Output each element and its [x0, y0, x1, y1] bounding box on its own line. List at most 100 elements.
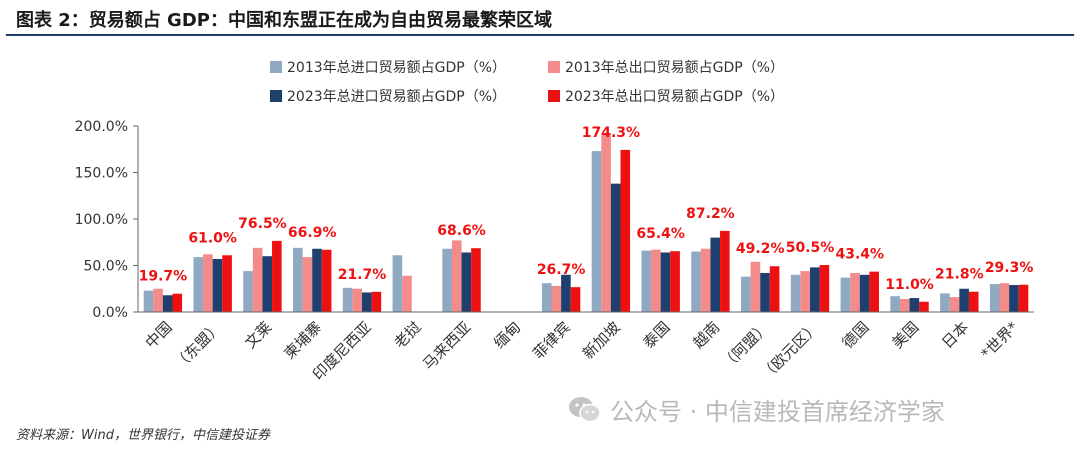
- legend-swatch: [548, 61, 560, 73]
- bar: [760, 272, 770, 312]
- bar: [1018, 284, 1029, 312]
- bar: [392, 255, 403, 312]
- bar: [989, 284, 1000, 312]
- x-tick-label: *世界*: [977, 318, 1022, 363]
- bar: [243, 271, 253, 312]
- bar: [670, 251, 680, 312]
- bar: [591, 151, 602, 312]
- bar: [153, 288, 163, 312]
- bar: [162, 295, 173, 312]
- y-tick-label: 150.0%: [75, 166, 128, 182]
- legend-swatch: [548, 90, 560, 102]
- bar: [610, 183, 621, 312]
- bar: [302, 257, 313, 312]
- legend-label: 2013年总出口贸易额占GDP（%）: [565, 60, 784, 76]
- bar: [551, 285, 562, 312]
- data-label: 61.0%: [188, 230, 237, 246]
- bar: [959, 288, 969, 312]
- bar: [402, 275, 412, 312]
- x-tick-label: 美国: [888, 318, 922, 352]
- data-label: 49.2%: [736, 241, 785, 257]
- bar: [720, 230, 730, 312]
- legend-label: 2013年总进口贸易额占GDP（%）: [287, 60, 506, 76]
- watermark-text: 公众号 · 中信建投首席经济学家: [610, 398, 945, 426]
- data-label: 29.3%: [985, 260, 1034, 276]
- bar: [1009, 285, 1019, 312]
- bar: [262, 256, 273, 312]
- bar: [461, 252, 472, 312]
- data-label: 11.0%: [885, 277, 934, 293]
- legend-label: 2023年总进口贸易额占GDP（%）: [287, 89, 506, 105]
- bar: [172, 293, 183, 312]
- bar: [541, 283, 552, 312]
- legend-label: 2023年总出口贸易额占GDP（%）: [565, 89, 784, 105]
- x-tick-label: 文莱: [241, 318, 275, 352]
- bar: [909, 298, 920, 312]
- data-labels: 19.7% 61.0%76.5%66.9% 21.7% 68.6% 26.7% 174.3…: [139, 125, 1034, 293]
- bar: [252, 247, 263, 312]
- data-label: 21.7%: [338, 267, 387, 283]
- bar: [352, 288, 362, 312]
- y-axis: 0.0% 50.0% 100.0% 150.0% 200.0%: [75, 119, 139, 321]
- data-label: 65.4%: [636, 226, 685, 242]
- watermark: 公众号 · 中信建投首席经济学家: [568, 392, 945, 427]
- bar: [193, 257, 204, 312]
- bar: [651, 249, 661, 312]
- bar: [362, 292, 372, 312]
- legend: 2013年总进口贸易额占GDP（%） 2013年总出口贸易额占GDP（%） 2023…: [270, 60, 784, 105]
- bar: [968, 291, 979, 312]
- data-label: 21.8%: [935, 267, 984, 283]
- figure-title: 图表 2：贸易额占 GDP：中国和东盟正在成为自由贸易最繁荣区域: [16, 10, 552, 31]
- x-tick-label: 柬埔寨: [280, 318, 325, 363]
- bar: [471, 248, 481, 312]
- bar: [451, 240, 462, 312]
- bar: [800, 271, 810, 312]
- bar: [769, 266, 780, 312]
- bar: [890, 296, 900, 312]
- data-label: 50.5%: [786, 240, 835, 256]
- x-tick-label: 日本: [938, 318, 972, 352]
- y-tick-label: 200.0%: [75, 119, 128, 135]
- bar: [741, 276, 751, 312]
- data-label: 66.9%: [288, 225, 337, 241]
- bar: [312, 248, 322, 312]
- bar: [601, 133, 611, 312]
- x-tick-label: （东盟）: [170, 318, 225, 373]
- data-label: 68.6%: [437, 223, 486, 239]
- x-tick-label: 泰国: [640, 318, 674, 352]
- bar: [700, 248, 711, 312]
- wechat-icon: [569, 396, 601, 422]
- bar: [850, 272, 860, 312]
- x-tick-label: 越南: [689, 318, 723, 352]
- x-tick-label: 老挝: [391, 318, 425, 352]
- bar: [869, 271, 879, 312]
- bar: [859, 274, 870, 312]
- bar: [222, 255, 232, 312]
- x-tick-label: 新加坡: [579, 318, 624, 363]
- bars: [143, 133, 1029, 312]
- bar: [212, 258, 223, 312]
- bar: [940, 293, 950, 312]
- bar: [710, 237, 721, 312]
- source-note: 资料来源：Wind，世界银行，中信建投证券: [16, 428, 270, 443]
- bar: [899, 298, 910, 312]
- data-label: 87.2%: [686, 206, 735, 222]
- bar: [321, 249, 332, 312]
- bar: [561, 274, 571, 312]
- data-label: 174.3%: [582, 125, 640, 141]
- bar: [810, 267, 820, 312]
- bar: [819, 265, 830, 312]
- bar: [999, 283, 1010, 312]
- bar: [203, 254, 213, 312]
- x-tick-label: 中国: [142, 318, 176, 352]
- bar: [660, 252, 671, 312]
- data-label: 26.7%: [537, 262, 586, 278]
- bar: [691, 251, 701, 312]
- bar: [620, 149, 631, 312]
- bar: [919, 301, 929, 312]
- bar: [790, 274, 801, 312]
- y-tick-label: 0.0%: [92, 305, 128, 321]
- x-tick-label: 马来西亚: [419, 318, 474, 373]
